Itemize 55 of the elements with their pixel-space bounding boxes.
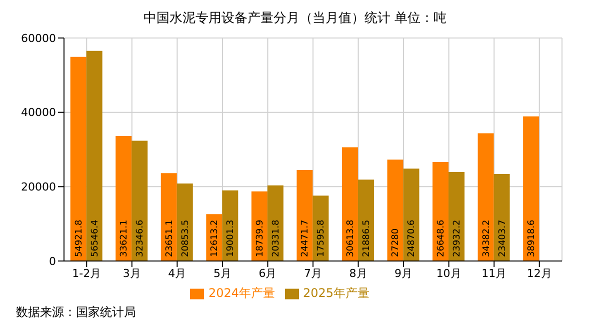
y-tick-label: 20000: [21, 180, 56, 194]
bar: [116, 136, 132, 261]
y-tick-label: 60000: [21, 32, 56, 45]
bar: [432, 162, 449, 261]
bar: [86, 50, 102, 261]
data-label: 56546.4: [90, 220, 100, 257]
data-label: 17595.8: [316, 220, 327, 257]
bar: [523, 116, 540, 261]
x-tick-label: 7月: [304, 266, 322, 280]
bar: [448, 172, 465, 261]
x-tick-label: 11月: [482, 266, 507, 280]
data-label: 24471.7: [300, 220, 311, 257]
bar: [296, 170, 313, 261]
bar: [160, 173, 177, 261]
bar: [478, 133, 494, 261]
y-tick-label: 40000: [21, 106, 56, 120]
bar: [387, 160, 404, 261]
data-label: 23932.2: [452, 220, 463, 257]
x-tick-label: 1-2月: [72, 266, 102, 280]
data-label: 18739.9: [255, 220, 266, 257]
x-tick-label: 3月: [122, 266, 141, 280]
y-tick-label: 0: [49, 254, 56, 268]
data-label: 54921.8: [74, 220, 84, 257]
x-tick-label: 12月: [526, 266, 552, 280]
data-label: 20853.5: [180, 220, 191, 257]
data-label: 34382.2: [482, 220, 492, 257]
bar: [358, 180, 374, 261]
source-note: 数据来源：国家统计局: [16, 304, 136, 321]
data-label: 21886.5: [362, 220, 372, 257]
x-tick-label: 6月: [258, 266, 277, 280]
legend-label: 2024年产量: [208, 286, 275, 300]
bar: [70, 56, 86, 261]
data-label: 12613.2: [210, 220, 220, 257]
x-tick-label: 8月: [349, 266, 368, 280]
data-label: 32346.6: [136, 220, 146, 257]
x-tick-label: 9月: [394, 266, 413, 280]
bar: [132, 140, 148, 261]
data-label: 23651.1: [164, 220, 175, 257]
data-label: 20331.8: [271, 220, 282, 257]
data-label: 30613.8: [346, 220, 356, 257]
bar: [403, 168, 420, 261]
data-label: 23403.7: [498, 220, 508, 257]
data-label: 27280: [391, 228, 402, 257]
data-label: 33621.1: [120, 220, 130, 257]
legend-label: 2025年产量: [303, 286, 370, 300]
bar: [342, 147, 358, 261]
data-label: 24870.6: [407, 220, 418, 257]
x-tick-label: 5月: [213, 266, 232, 280]
x-tick-label: 4月: [168, 266, 186, 280]
data-label: 19001.3: [226, 220, 236, 257]
x-tick-label: 10月: [436, 266, 462, 280]
data-label: 26648.6: [436, 220, 447, 257]
chart-title: 中国水泥专用设备产量分月（当月值）统计 单位：吨: [142, 10, 448, 28]
bar: [494, 174, 510, 261]
data-label: 38918.6: [527, 220, 538, 257]
